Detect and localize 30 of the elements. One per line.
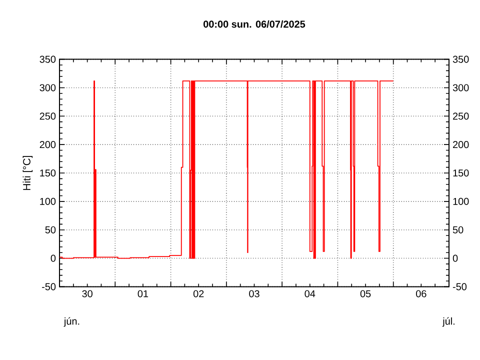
y-tick-label: 250 <box>40 112 56 120</box>
y-tick-label: 300 <box>40 84 56 92</box>
y-tick-label: 150 <box>40 169 56 177</box>
y2-tick-label: 0 <box>452 254 458 262</box>
x-tick-label: 01 <box>138 290 148 298</box>
x-tick-label: 04 <box>304 290 316 298</box>
y2-tick-label: 350 <box>452 56 469 63</box>
x-tick-label: 03 <box>249 290 260 298</box>
text: jún. <box>64 317 80 327</box>
y2-tick-label: 200 <box>453 141 469 148</box>
y2-tick-label: -50 <box>452 283 467 290</box>
y-tick-label: 50 <box>45 226 56 234</box>
y2-tick-label: 100 <box>453 198 469 205</box>
y2-tick-label: 50 <box>452 226 464 234</box>
y-tick-label: 100 <box>40 198 56 205</box>
x-tick-label: 02 <box>193 290 204 298</box>
y-tick-label: 200 <box>40 141 56 148</box>
y2-tick-label: 300 <box>452 84 469 92</box>
y-tick-label: -50 <box>42 283 56 290</box>
y2-tick-label: 150 <box>453 169 469 177</box>
text: júl. <box>442 317 454 327</box>
x-tick-label: 30 <box>82 290 92 298</box>
chart-title: 00:00 sun. 06/07/2025 <box>204 20 306 28</box>
x-tick-label: 05 <box>360 290 371 298</box>
line-series <box>60 80 394 259</box>
y-axis-title: Hiti [°C] <box>22 156 33 190</box>
x-tick-label: 06 <box>416 290 426 298</box>
y-tick-label: 350 <box>40 56 56 63</box>
y2-tick-label: 250 <box>453 112 469 120</box>
y-tick-label: 0 <box>50 254 56 262</box>
